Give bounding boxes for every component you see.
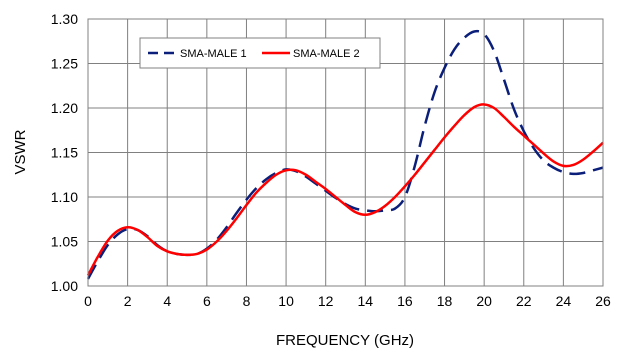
- plot-border: [87, 18, 604, 287]
- y-tick-label: 1.15: [51, 145, 78, 161]
- series-line-sma-male-2: [86, 103, 604, 276]
- y-tick-label: 1.30: [51, 11, 78, 27]
- y-tick-label: 1.05: [51, 234, 78, 250]
- y-tick-label: 1.25: [51, 56, 78, 72]
- x-tick-label: 26: [595, 293, 611, 309]
- x-tick-label: 22: [516, 293, 532, 309]
- y-tick-label: 1.00: [51, 278, 78, 294]
- x-tick-label: 8: [243, 293, 251, 309]
- x-tick-label: 0: [84, 293, 92, 309]
- y-axis-title: VSWR: [12, 129, 29, 174]
- x-tick-label: 14: [358, 293, 374, 309]
- x-tick-label: 6: [203, 293, 211, 309]
- y-tick-label: 1.10: [51, 189, 78, 205]
- x-tick-label: 2: [124, 293, 132, 309]
- x-axis-title: FREQUENCY (GHz): [276, 332, 414, 349]
- y-tick-label: 1.20: [51, 100, 78, 116]
- x-tick-label: 16: [397, 293, 413, 309]
- x-tick-label: 12: [318, 293, 334, 309]
- x-tick-label: 20: [476, 293, 492, 309]
- legend-box: [139, 37, 381, 69]
- x-tick-label: 4: [163, 293, 171, 309]
- legend: SMA-MALE 1 SMA-MALE 2: [139, 37, 381, 69]
- x-tick-labels: 0 2 4 6 8 10 12 14 16 18 20 22 24 26: [84, 293, 611, 309]
- legend-label-sma-male-1: SMA-MALE 1: [180, 48, 247, 60]
- x-tick-label: 18: [437, 293, 453, 309]
- y-tick-labels: 1.00 1.05 1.10 1.15 1.20 1.25 1.30: [51, 11, 78, 294]
- x-tick-label: 24: [556, 293, 572, 309]
- series-lines: [86, 29, 604, 280]
- legend-label-sma-male-2: SMA-MALE 2: [293, 48, 360, 60]
- x-tick-label: 10: [278, 293, 294, 309]
